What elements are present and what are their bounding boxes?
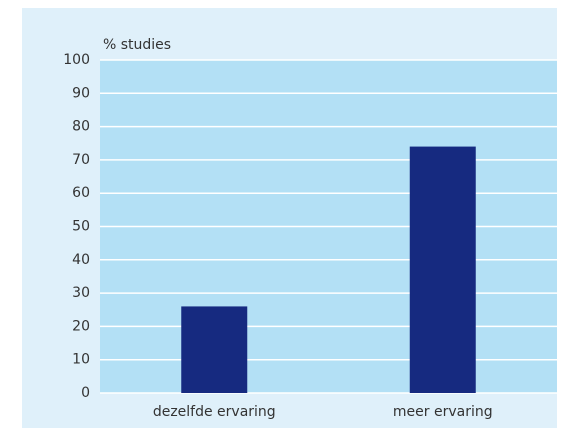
x-tick-label: dezelfde ervaring bbox=[153, 404, 276, 420]
y-tick-label: 0 bbox=[81, 385, 90, 401]
x-tick-label: meer ervaring bbox=[393, 404, 493, 420]
y-tick-label: 30 bbox=[72, 285, 90, 301]
bar bbox=[181, 306, 248, 393]
bar bbox=[409, 146, 476, 393]
y-axis-label: % studies bbox=[103, 37, 171, 53]
y-tick-label: 90 bbox=[72, 85, 90, 101]
y-tick-label: 50 bbox=[72, 219, 90, 235]
y-tick-label: 40 bbox=[72, 252, 90, 268]
y-tick-label: 60 bbox=[72, 185, 90, 201]
y-tick-label: 100 bbox=[63, 52, 90, 68]
y-tick-label: 80 bbox=[72, 119, 90, 135]
y-tick-label: 10 bbox=[72, 352, 90, 368]
y-tick-label: 70 bbox=[72, 152, 90, 168]
y-tick-label: 20 bbox=[72, 318, 90, 334]
